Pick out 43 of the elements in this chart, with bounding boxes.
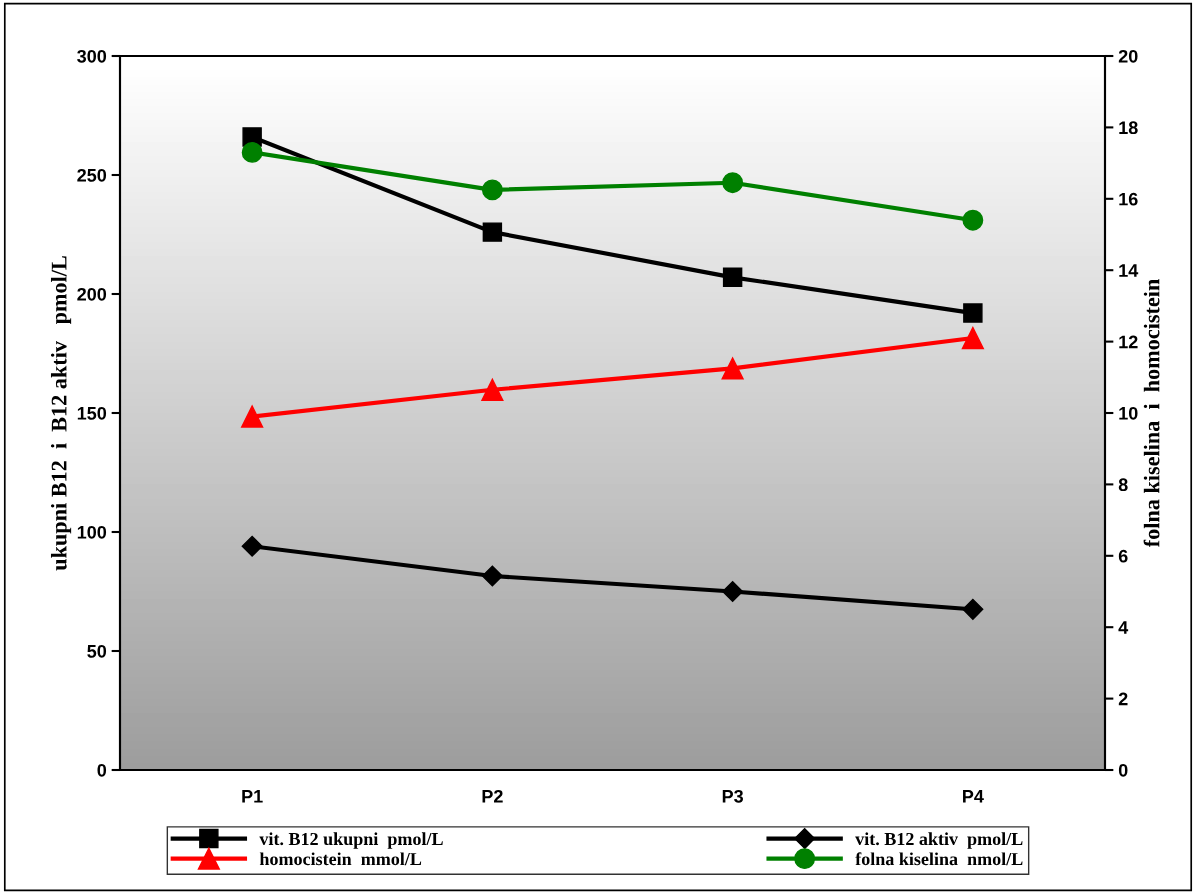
y-tick-label: 200 <box>77 287 107 301</box>
point <box>481 378 504 401</box>
y-tick-label: 100 <box>77 525 107 539</box>
x-tick-label: P4 <box>963 790 984 803</box>
y-tick-label: 0 <box>97 763 107 777</box>
y2-tick-label: 14 <box>1119 264 1139 277</box>
y2-tick-label: 6 <box>1118 549 1128 563</box>
y2-tick-label: 16 <box>1119 192 1138 206</box>
y2-tick-label: 18 <box>1119 121 1138 135</box>
y2-tick-label: 8 <box>1118 478 1128 492</box>
point <box>962 209 984 231</box>
legend-label: homocistein mmol/L <box>259 852 422 866</box>
legend-label: folna kiselina nmol/L <box>855 852 1023 866</box>
y-axis-title: ukupni B12 i B12 aktiv pmol/L <box>50 256 72 571</box>
y-tick-label: 150 <box>77 406 107 420</box>
point <box>961 326 984 350</box>
point <box>241 535 263 557</box>
point <box>481 565 503 587</box>
point <box>722 172 744 194</box>
y2-tick-label: 20 <box>1118 49 1138 63</box>
x-tick-label: P3 <box>722 789 744 803</box>
point <box>241 141 263 163</box>
point <box>482 222 503 242</box>
y-tick-label: 250 <box>77 168 107 182</box>
x-tick-label: P1 <box>242 790 263 803</box>
y2-tick-label: 2 <box>1118 692 1128 706</box>
point <box>721 357 744 380</box>
y2-tick-label: 0 <box>1118 763 1128 777</box>
y2-tick-label: 4 <box>1118 621 1129 634</box>
y2-tick-label: 12 <box>1119 335 1138 349</box>
point <box>963 303 983 323</box>
legend-label: vit. B12 aktiv pmol/L <box>855 832 1023 849</box>
point <box>962 598 984 620</box>
y2-tick-label: 10 <box>1119 406 1138 420</box>
point <box>722 267 743 288</box>
legend-label: vit. B12 ukupni pmol/L <box>259 832 443 849</box>
point <box>481 179 503 201</box>
point <box>241 405 264 428</box>
x-tick-label: P2 <box>482 789 503 803</box>
y-tick-label: 50 <box>87 644 107 658</box>
point <box>722 580 744 603</box>
y2-axis-title: folna kiselina i homocistein <box>1143 279 1160 548</box>
y-tick-label: 300 <box>77 49 107 63</box>
